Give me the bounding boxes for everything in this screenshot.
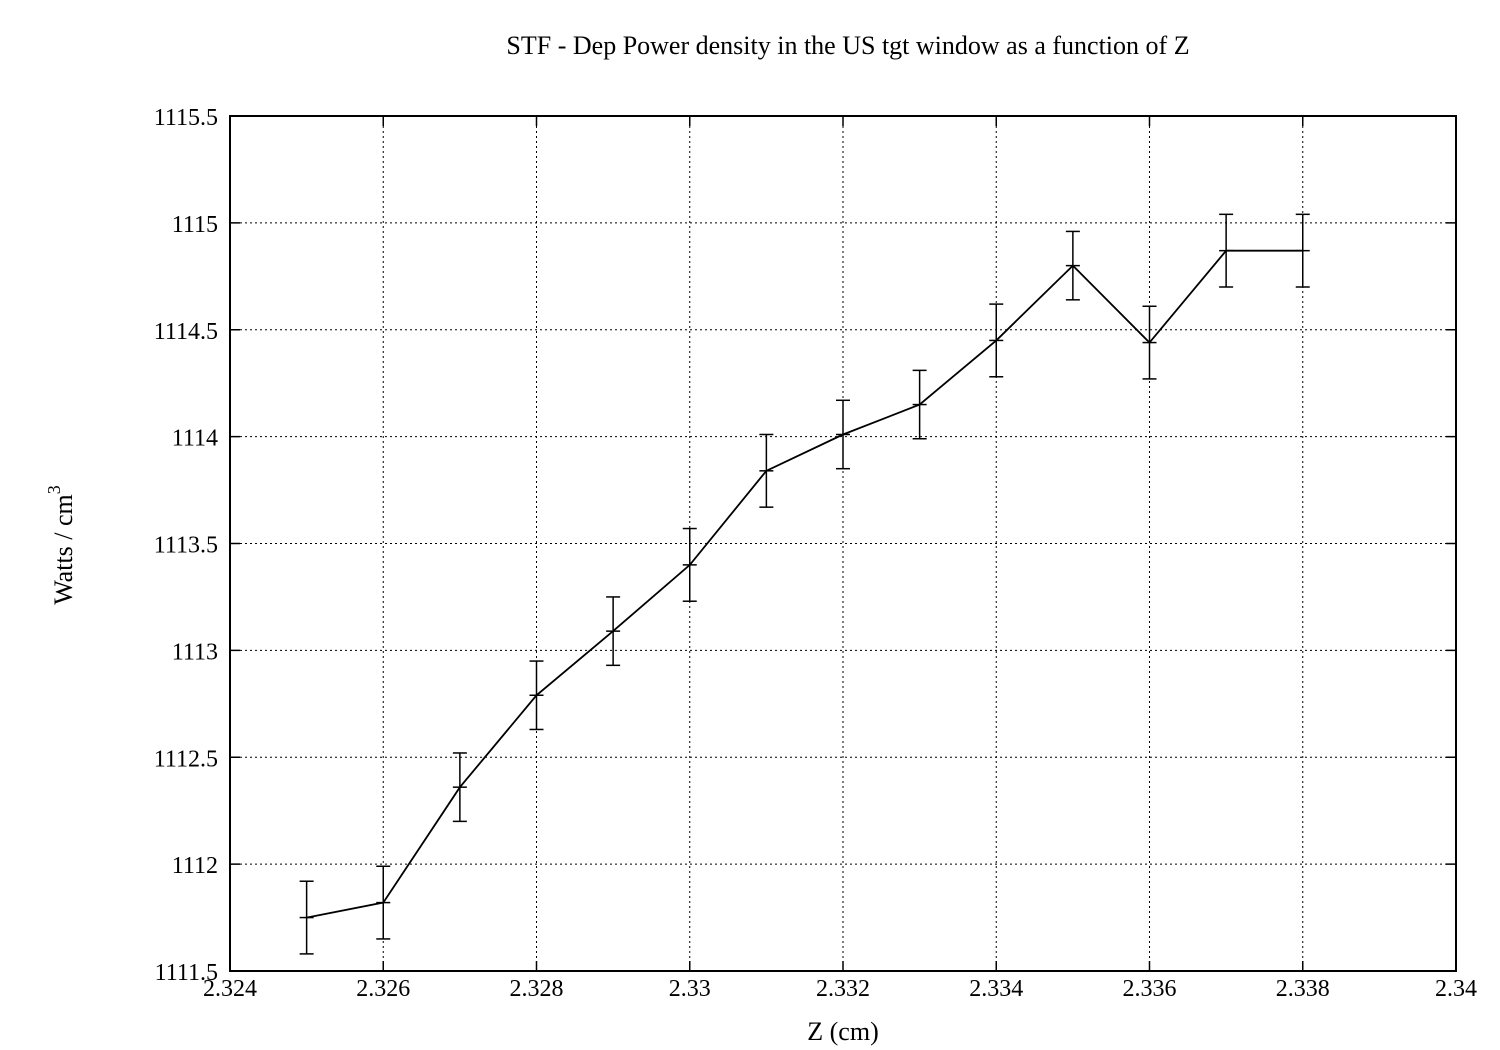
data-point <box>912 369 927 440</box>
tick-marks <box>229 115 1457 972</box>
y-tick-label: 1114.5 <box>154 319 218 345</box>
x-tick-label: 2.326 <box>356 976 410 1002</box>
x-tick-label: 2.328 <box>510 976 564 1002</box>
data-point <box>1065 230 1080 301</box>
data-series <box>299 213 1310 955</box>
data-point <box>299 880 314 955</box>
data-point <box>759 433 774 508</box>
y-tick-label: 1114 <box>172 426 218 452</box>
y-axis-label-superscript: 3 <box>44 485 64 494</box>
y-tick-label: 1111.5 <box>155 960 218 986</box>
series-line <box>306 249 1303 919</box>
x-tick-label: 2.324 <box>203 976 257 1002</box>
data-point <box>376 865 391 940</box>
x-tick-label: 2.336 <box>1123 976 1177 1002</box>
data-point <box>1219 213 1234 288</box>
y-tick-label: 1115 <box>172 212 218 238</box>
y-axis-label-text: Watts / cm <box>49 494 78 605</box>
data-point <box>452 752 467 823</box>
y-tick-label: 1115.5 <box>154 105 218 131</box>
x-tick-label: 2.34 <box>1435 976 1477 1002</box>
x-tick-label: 2.334 <box>969 976 1023 1002</box>
chart-title: STF - Dep Power density in the US tgt wi… <box>506 31 1189 60</box>
data-point <box>1142 305 1157 380</box>
y-tick-label: 1113 <box>172 639 218 665</box>
data-point <box>836 399 850 470</box>
data-point <box>529 660 544 731</box>
y-tick-label: 1112.5 <box>154 746 218 772</box>
x-axis-label: Z (cm) <box>807 1017 878 1046</box>
y-tick-label: 1112 <box>172 853 218 879</box>
y-tick-label: 1113.5 <box>154 533 218 559</box>
y-tick-labels: 1111.5 1112 1112.5 1113 1113.5 1114 1114.5 1115… <box>154 105 218 986</box>
y-axis-label: Watts / cm3 <box>44 485 78 605</box>
grid-lines <box>230 116 1456 971</box>
data-point <box>1295 213 1310 288</box>
data-point <box>606 596 621 667</box>
x-tick-label: 2.33 <box>669 976 711 1002</box>
data-point <box>989 303 1004 378</box>
x-tick-labels: 2.324 2.326 2.328 2.33 2.332 2.334 2.336 2.338 2… <box>203 976 1477 1002</box>
data-point <box>682 527 697 602</box>
x-tick-label: 2.338 <box>1276 976 1330 1002</box>
x-tick-label: 2.332 <box>816 976 870 1002</box>
